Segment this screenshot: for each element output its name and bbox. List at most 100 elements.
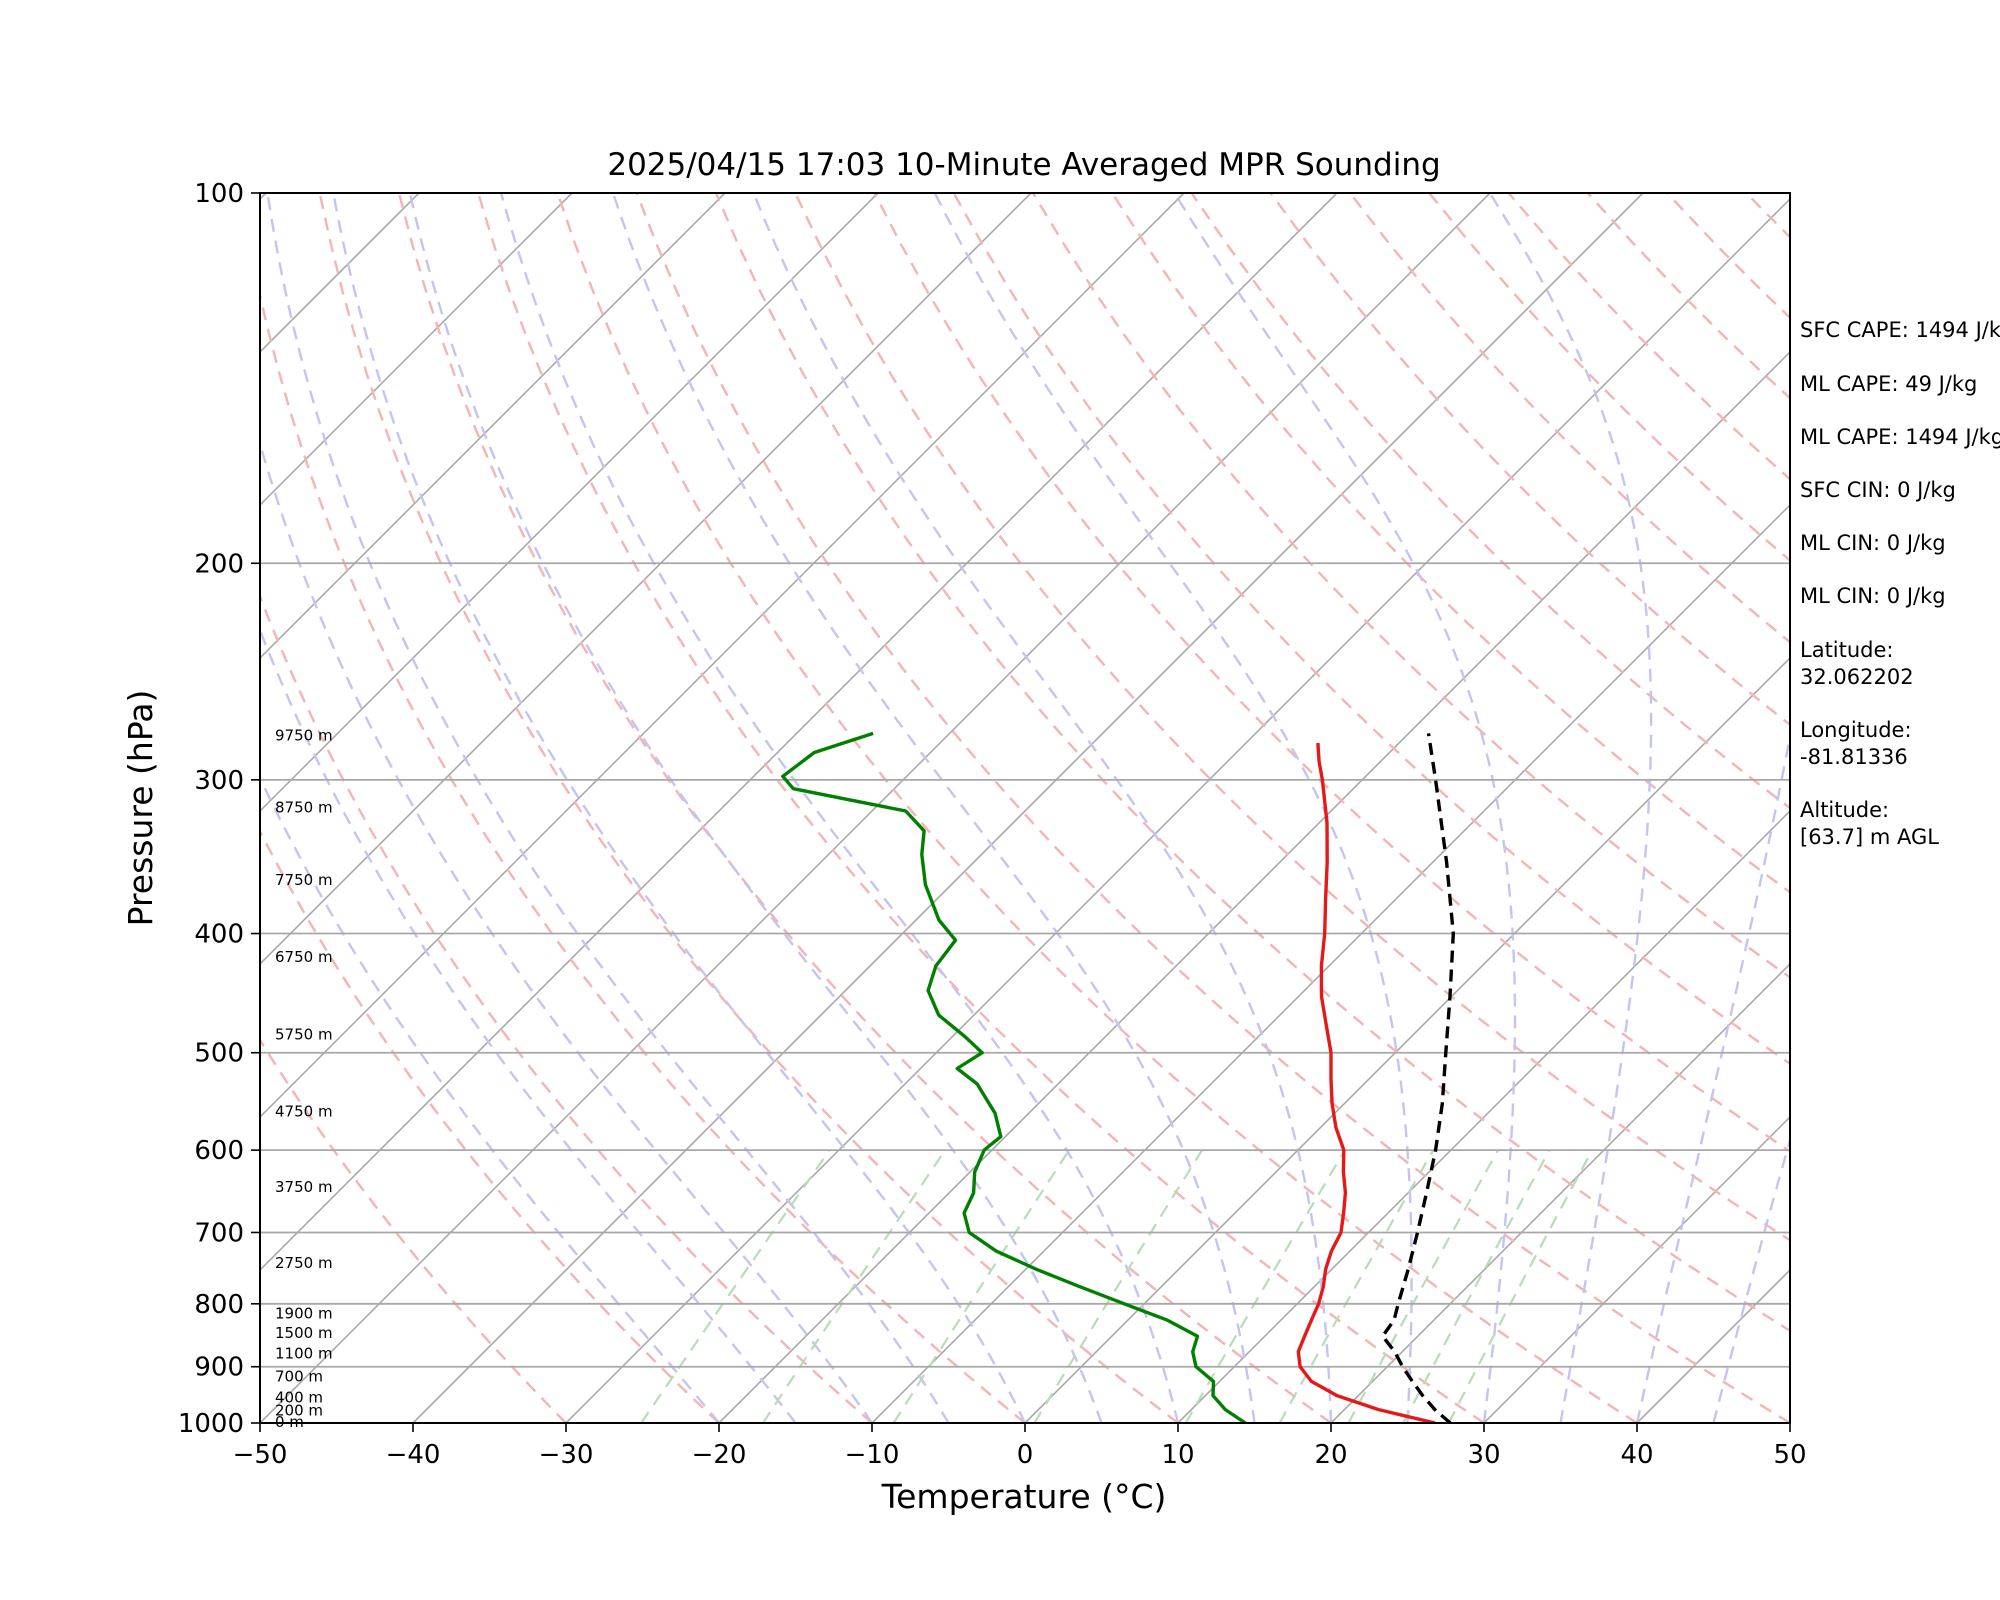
x-tick-label: 50 bbox=[1773, 1440, 1806, 1470]
isotherm-line bbox=[1483, 1115, 1790, 1423]
y-axis-ticks: 100 200 300 400 500 600 700 800 900 1000 bbox=[178, 179, 260, 1439]
y-tick-label: 1000 bbox=[178, 1409, 244, 1439]
y-tick-label: 300 bbox=[194, 766, 244, 796]
pressure-gridlines bbox=[260, 192, 1790, 1424]
y-tick-label: 500 bbox=[194, 1039, 244, 1069]
altitude-label: Altitude: bbox=[1800, 798, 1889, 822]
height-annotation: 700 m bbox=[275, 1368, 323, 1386]
x-tick-label: 20 bbox=[1314, 1440, 1347, 1470]
profile-lines bbox=[781, 731, 1455, 1423]
x-tick-label: 30 bbox=[1467, 1440, 1500, 1470]
isotherm-line bbox=[260, 193, 1185, 1119]
moist-adiabat-line bbox=[266, 193, 950, 1423]
moist-adiabat-line bbox=[260, 626, 797, 1423]
dry-adiabat-line bbox=[1031, 193, 1790, 979]
height-annotation: 2750 m bbox=[275, 1254, 333, 1272]
temperature-profile-line bbox=[1296, 742, 1436, 1423]
dry-adiabat-line bbox=[1269, 193, 1790, 727]
moist-adiabat-line bbox=[1173, 193, 1517, 1423]
ml-cin-text: ML CIN: 0 J/kg bbox=[1800, 584, 1946, 608]
info-panel: SFC CAPE: 1494 J/kg ML CAPE: 49 J/kg ML … bbox=[1800, 318, 2000, 849]
isotherm-line bbox=[1177, 809, 1790, 1423]
height-annotation: 7750 m bbox=[275, 871, 333, 889]
height-annotation: 200 m bbox=[275, 1402, 323, 1420]
isotherm-line bbox=[565, 197, 1790, 1423]
dry-adiabat-line bbox=[260, 290, 1026, 1423]
y-tick-label: 600 bbox=[194, 1136, 244, 1166]
mixing-ratio-line bbox=[761, 1149, 947, 1423]
altitude-value: [63.7] m AGL bbox=[1800, 825, 1939, 849]
isotherm-line bbox=[1024, 656, 1790, 1423]
isotherm-line bbox=[260, 193, 573, 507]
height-annotation: 1500 m bbox=[275, 1324, 333, 1342]
isotherm-line bbox=[412, 193, 1644, 1423]
isotherm-line bbox=[0, 193, 113, 1423]
x-tick-label: −20 bbox=[692, 1440, 747, 1470]
x-tick-label: 0 bbox=[1017, 1440, 1034, 1470]
height-annotations: 9750 m 8750 m 7750 m 6750 m 5750 m 4750 m 3750… bbox=[275, 726, 333, 1431]
x-tick-label: −50 bbox=[233, 1440, 288, 1470]
y-tick-label: 700 bbox=[194, 1218, 244, 1248]
dry-adiabat-line bbox=[794, 193, 1790, 1242]
isotherm-line bbox=[1330, 962, 1790, 1423]
parcel-profile-line bbox=[1380, 733, 1455, 1423]
dry-adiabat-line bbox=[1190, 193, 1790, 810]
isotherm-line bbox=[260, 193, 1491, 1423]
height-annotation: 8750 m bbox=[275, 799, 333, 817]
x-axis-label: Temperature (°C) bbox=[881, 1477, 1167, 1516]
dry-adiabat-line bbox=[714, 193, 1790, 1333]
dewpoint-profile-line bbox=[781, 731, 1247, 1423]
moist-adiabat-line bbox=[1488, 193, 1653, 1423]
ml-cape-text: ML CAPE: 1494 J/kg bbox=[1800, 425, 2000, 449]
sfc-cape-text: SFC CAPE: 1494 J/kg bbox=[1800, 318, 2000, 342]
isotherm-line bbox=[260, 193, 726, 660]
y-tick-label: 200 bbox=[194, 549, 244, 579]
height-annotation: 3750 m bbox=[275, 1178, 333, 1196]
moist-adiabat-line bbox=[260, 775, 720, 1423]
isotherm-line bbox=[260, 193, 1338, 1272]
x-tick-label: −10 bbox=[845, 1440, 900, 1470]
mixing-ratio-line bbox=[892, 1149, 1070, 1423]
sfc-cin-text: SFC CIN: 0 J/kg bbox=[1800, 478, 1956, 502]
moist-adiabat-line bbox=[408, 193, 1103, 1423]
dry-adiabat-line bbox=[477, 193, 1485, 1423]
height-annotation: 400 m bbox=[275, 1388, 323, 1406]
moist-adiabat-line bbox=[332, 193, 1027, 1423]
x-axis-ticks: −50 −40 −30 −20 −10 0 10 20 30 40 50 bbox=[233, 1423, 1807, 1470]
height-annotation: 9750 m bbox=[275, 726, 333, 744]
isotherm-line bbox=[871, 503, 1790, 1423]
latitude-label: Latitude: bbox=[1800, 638, 1894, 662]
dry-adiabat-line bbox=[260, 592, 873, 1423]
ml-cin-text: ML CIN: 0 J/kg bbox=[1800, 531, 1946, 555]
mixing-ratio-line bbox=[640, 1149, 831, 1423]
mixing-ratio-line bbox=[1447, 1149, 1594, 1423]
moist-adiabat-line bbox=[611, 193, 1256, 1423]
dry-adiabat-line bbox=[1111, 193, 1790, 894]
mixing-ratio-line bbox=[1033, 1149, 1204, 1423]
y-tick-label: 100 bbox=[194, 179, 244, 209]
dry-adiabat-line bbox=[318, 193, 1179, 1423]
y-tick-label: 900 bbox=[194, 1353, 244, 1383]
moist-adiabat-line bbox=[1635, 730, 1790, 1423]
moist-adiabat-line bbox=[260, 439, 873, 1423]
dry-adiabat-line bbox=[873, 193, 1790, 1153]
isotherm-line bbox=[260, 193, 1032, 966]
dry-adiabat-line bbox=[556, 193, 1638, 1423]
height-annotation: 1100 m bbox=[275, 1344, 333, 1362]
ml-cape-text: ML CAPE: 49 J/kg bbox=[1800, 372, 1977, 396]
isotherm-line bbox=[718, 350, 1790, 1423]
height-annotation: 0 m bbox=[275, 1413, 304, 1431]
dry-adiabat-line bbox=[635, 193, 1790, 1423]
height-annotation: 4750 m bbox=[275, 1102, 333, 1120]
isotherm-line bbox=[260, 193, 879, 813]
moist-adiabat-line bbox=[752, 193, 1333, 1423]
y-tick-label: 400 bbox=[194, 920, 244, 950]
longitude-label: Longitude: bbox=[1800, 718, 1912, 742]
y-tick-label: 800 bbox=[194, 1290, 244, 1320]
latitude-value: 32.062202 bbox=[1800, 665, 1914, 689]
y-axis-label: Pressure (hPa) bbox=[121, 690, 160, 927]
dry-adiabat-line bbox=[397, 193, 1332, 1423]
moist-adiabat-line bbox=[933, 193, 1413, 1423]
longitude-value: -81.81336 bbox=[1800, 745, 1908, 769]
